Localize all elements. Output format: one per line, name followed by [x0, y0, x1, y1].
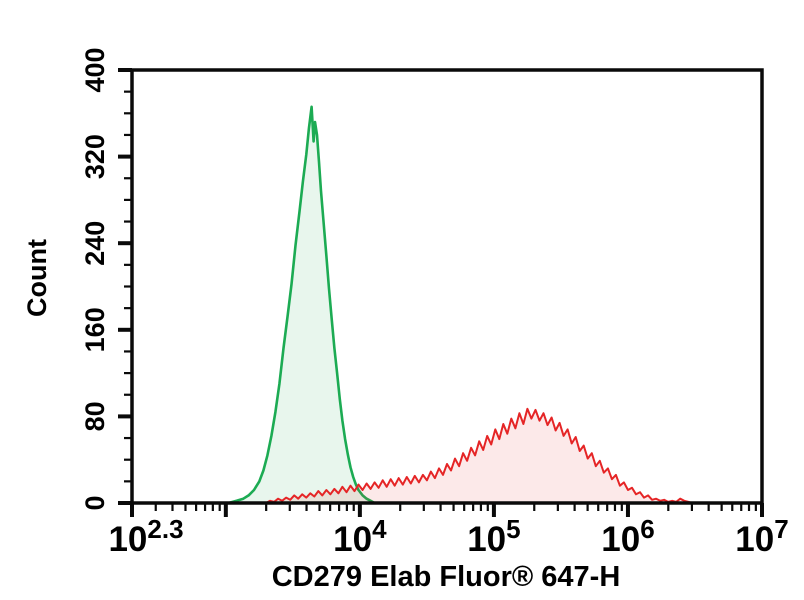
- x-axis-title: CD279 Elab Fluor® 647-H: [272, 561, 621, 593]
- series-layer: [228, 105, 693, 503]
- y-tick-label: 0: [80, 495, 110, 510]
- x-tick-label: 102.3: [108, 514, 183, 559]
- x-axis-ticks: 102.3 104 105 106 107: [108, 503, 789, 559]
- y-tick-label: 80: [80, 401, 110, 431]
- y-tick-label: 400: [80, 47, 110, 92]
- red-histogram-fill: [266, 408, 693, 503]
- y-axis-title: Count: [22, 239, 52, 317]
- y-tick-label: 320: [80, 134, 110, 179]
- x-tick-label: 105: [467, 514, 520, 559]
- x-tick-label: 104: [333, 514, 387, 559]
- x-tick-label: 106: [601, 514, 654, 559]
- green-histogram-curve: [228, 105, 376, 503]
- y-tick-label: 240: [80, 221, 110, 266]
- plot-layers: 0 80 160 240 320 400 102.3 104 105 106 107: [80, 47, 789, 559]
- y-tick-label: 160: [80, 307, 110, 352]
- y-axis-ticks: 0 80 160 240 320 400: [80, 47, 132, 511]
- plot-border: [130, 68, 764, 505]
- red-histogram-curve: [265, 407, 693, 503]
- x-tick-label: 107: [735, 514, 788, 559]
- green-histogram-fill: [228, 106, 375, 503]
